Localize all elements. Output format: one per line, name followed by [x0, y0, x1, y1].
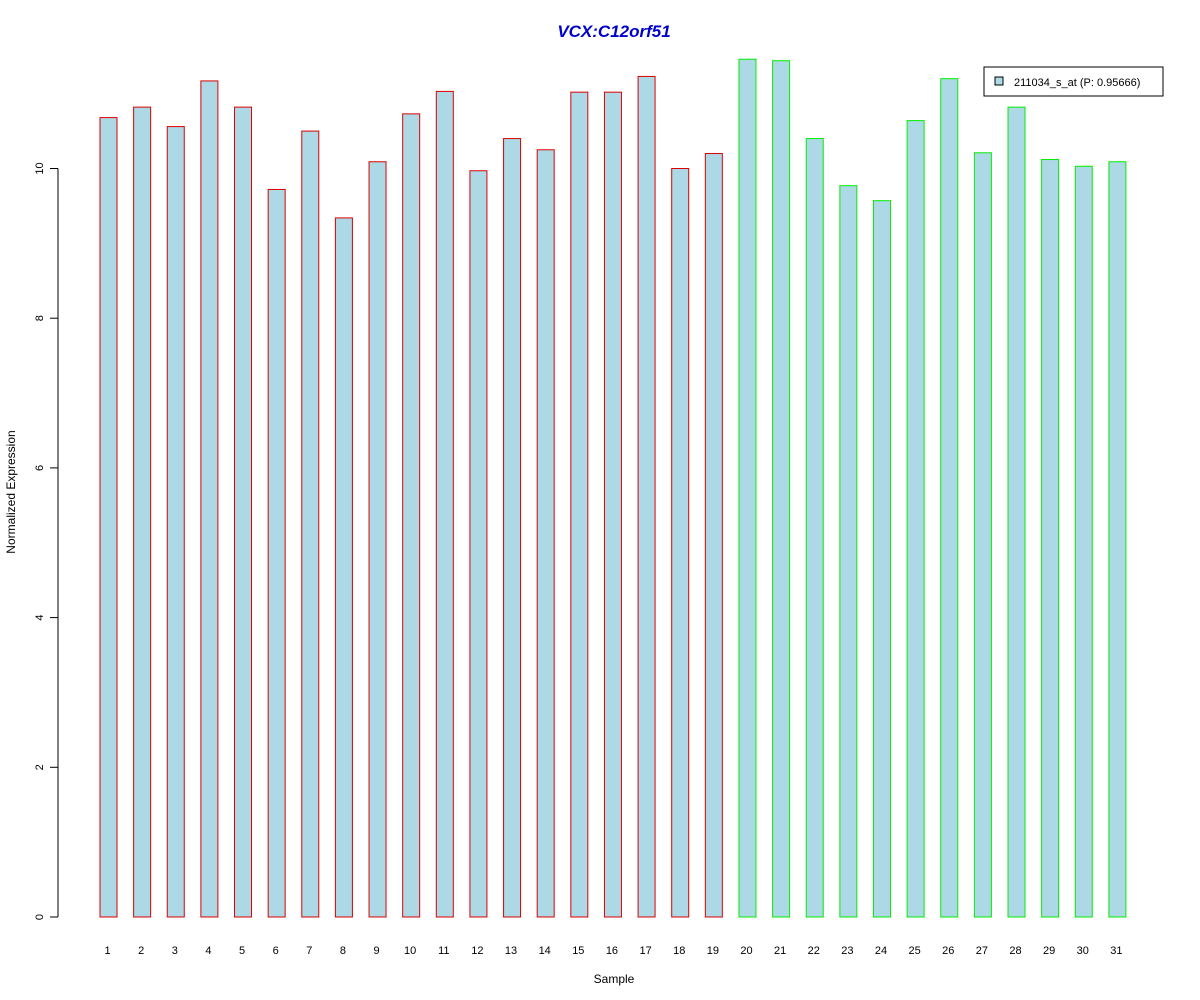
x-tick-label: 23 [841, 945, 853, 957]
x-tick-label: 17 [639, 945, 651, 957]
bar-sample-6 [267, 188, 286, 918]
x-tick-label: 27 [976, 945, 988, 957]
x-tick-label: 25 [908, 945, 920, 957]
x-tick-label: 1 [104, 945, 110, 957]
bar-sample-8 [334, 217, 353, 918]
bar-sample-22 [805, 138, 824, 918]
y-tick-label: 10 [34, 162, 46, 174]
bar-sample-18 [671, 168, 690, 918]
x-tick-label: 30 [1077, 945, 1089, 957]
bar-sample-20 [738, 58, 757, 918]
bar-sample-5 [234, 106, 253, 918]
bar-sample-27 [973, 152, 992, 918]
bar-sample-2 [133, 106, 152, 918]
bar-sample-19 [704, 153, 723, 918]
bar-sample-15 [570, 91, 589, 918]
x-tick-label: 9 [373, 945, 379, 957]
x-tick-label: 12 [471, 945, 483, 957]
bar-sample-4 [200, 80, 219, 918]
bar-sample-30 [1074, 165, 1093, 918]
x-tick-label: 6 [273, 945, 279, 957]
x-tick-label: 7 [306, 945, 312, 957]
legend-swatch [994, 76, 1004, 86]
x-tick-label: 28 [1009, 945, 1021, 957]
y-tick-label: 8 [34, 315, 46, 321]
x-tick-label: 31 [1110, 945, 1122, 957]
x-tick-label: 19 [707, 945, 719, 957]
x-tick-label: 3 [172, 945, 178, 957]
bar-sample-9 [368, 161, 387, 918]
x-tick-label: 4 [205, 945, 211, 957]
x-tick-label: 14 [539, 945, 551, 957]
bar-sample-12 [469, 170, 488, 918]
bar-sample-7 [301, 130, 320, 918]
bar-sample-24 [872, 200, 891, 918]
bar-sample-25 [906, 120, 925, 918]
bar-sample-23 [839, 185, 858, 918]
bar-sample-17 [637, 75, 656, 918]
bar-sample-28 [1007, 106, 1026, 918]
x-tick-label: 8 [340, 945, 346, 957]
chart-title: VCX:C12orf51 [557, 22, 670, 41]
y-tick-label: 2 [34, 764, 46, 770]
bar-sample-13 [503, 138, 522, 918]
bar-sample-11 [435, 90, 454, 918]
legend-entry: 211034_s_at (P: 0.95666) [1014, 77, 1140, 89]
x-tick-label: 22 [808, 945, 820, 957]
x-tick-label: 16 [606, 945, 618, 957]
x-tick-label: 10 [404, 945, 416, 957]
y-tick-label: 6 [34, 465, 46, 471]
bars [99, 58, 1127, 918]
bar-sample-31 [1108, 161, 1127, 918]
x-tick-label: 29 [1043, 945, 1055, 957]
x-tick-label: 24 [875, 945, 887, 957]
y-axis-label: Normalized Expression [4, 430, 18, 553]
x-axis-label: Sample [594, 972, 635, 986]
x-tick-label: 13 [505, 945, 517, 957]
bar-sample-3 [166, 126, 185, 918]
x-tick-label: 5 [239, 945, 245, 957]
y-tick-label: 4 [34, 615, 46, 621]
x-tick-labels: 1 2 3 4 5 6 7 8 9 10 11 12 13 14 15 16 17 18 19 20 21 22 23 24 2… [104, 945, 1122, 957]
x-tick-label: 2 [138, 945, 144, 957]
y-tick-label: 0 [34, 914, 46, 920]
bar-sample-1 [99, 117, 118, 918]
bar-sample-14 [536, 149, 555, 918]
bar-sample-16 [603, 91, 622, 918]
x-tick-label: 26 [942, 945, 954, 957]
bar-sample-26 [940, 78, 959, 918]
bar-sample-29 [1041, 159, 1060, 918]
y-axis: 0 2 4 6 8 10 [34, 162, 59, 920]
bar-sample-10 [402, 113, 421, 918]
legend: 211034_s_at (P: 0.95666) [983, 66, 1164, 97]
bar-sample-21 [772, 60, 791, 918]
x-tick-label: 21 [774, 945, 786, 957]
x-tick-label: 11 [438, 945, 449, 957]
x-tick-label: 20 [740, 945, 752, 957]
x-tick-label: 18 [673, 945, 685, 957]
x-tick-label: 15 [572, 945, 584, 957]
legend-box [983, 66, 1164, 97]
